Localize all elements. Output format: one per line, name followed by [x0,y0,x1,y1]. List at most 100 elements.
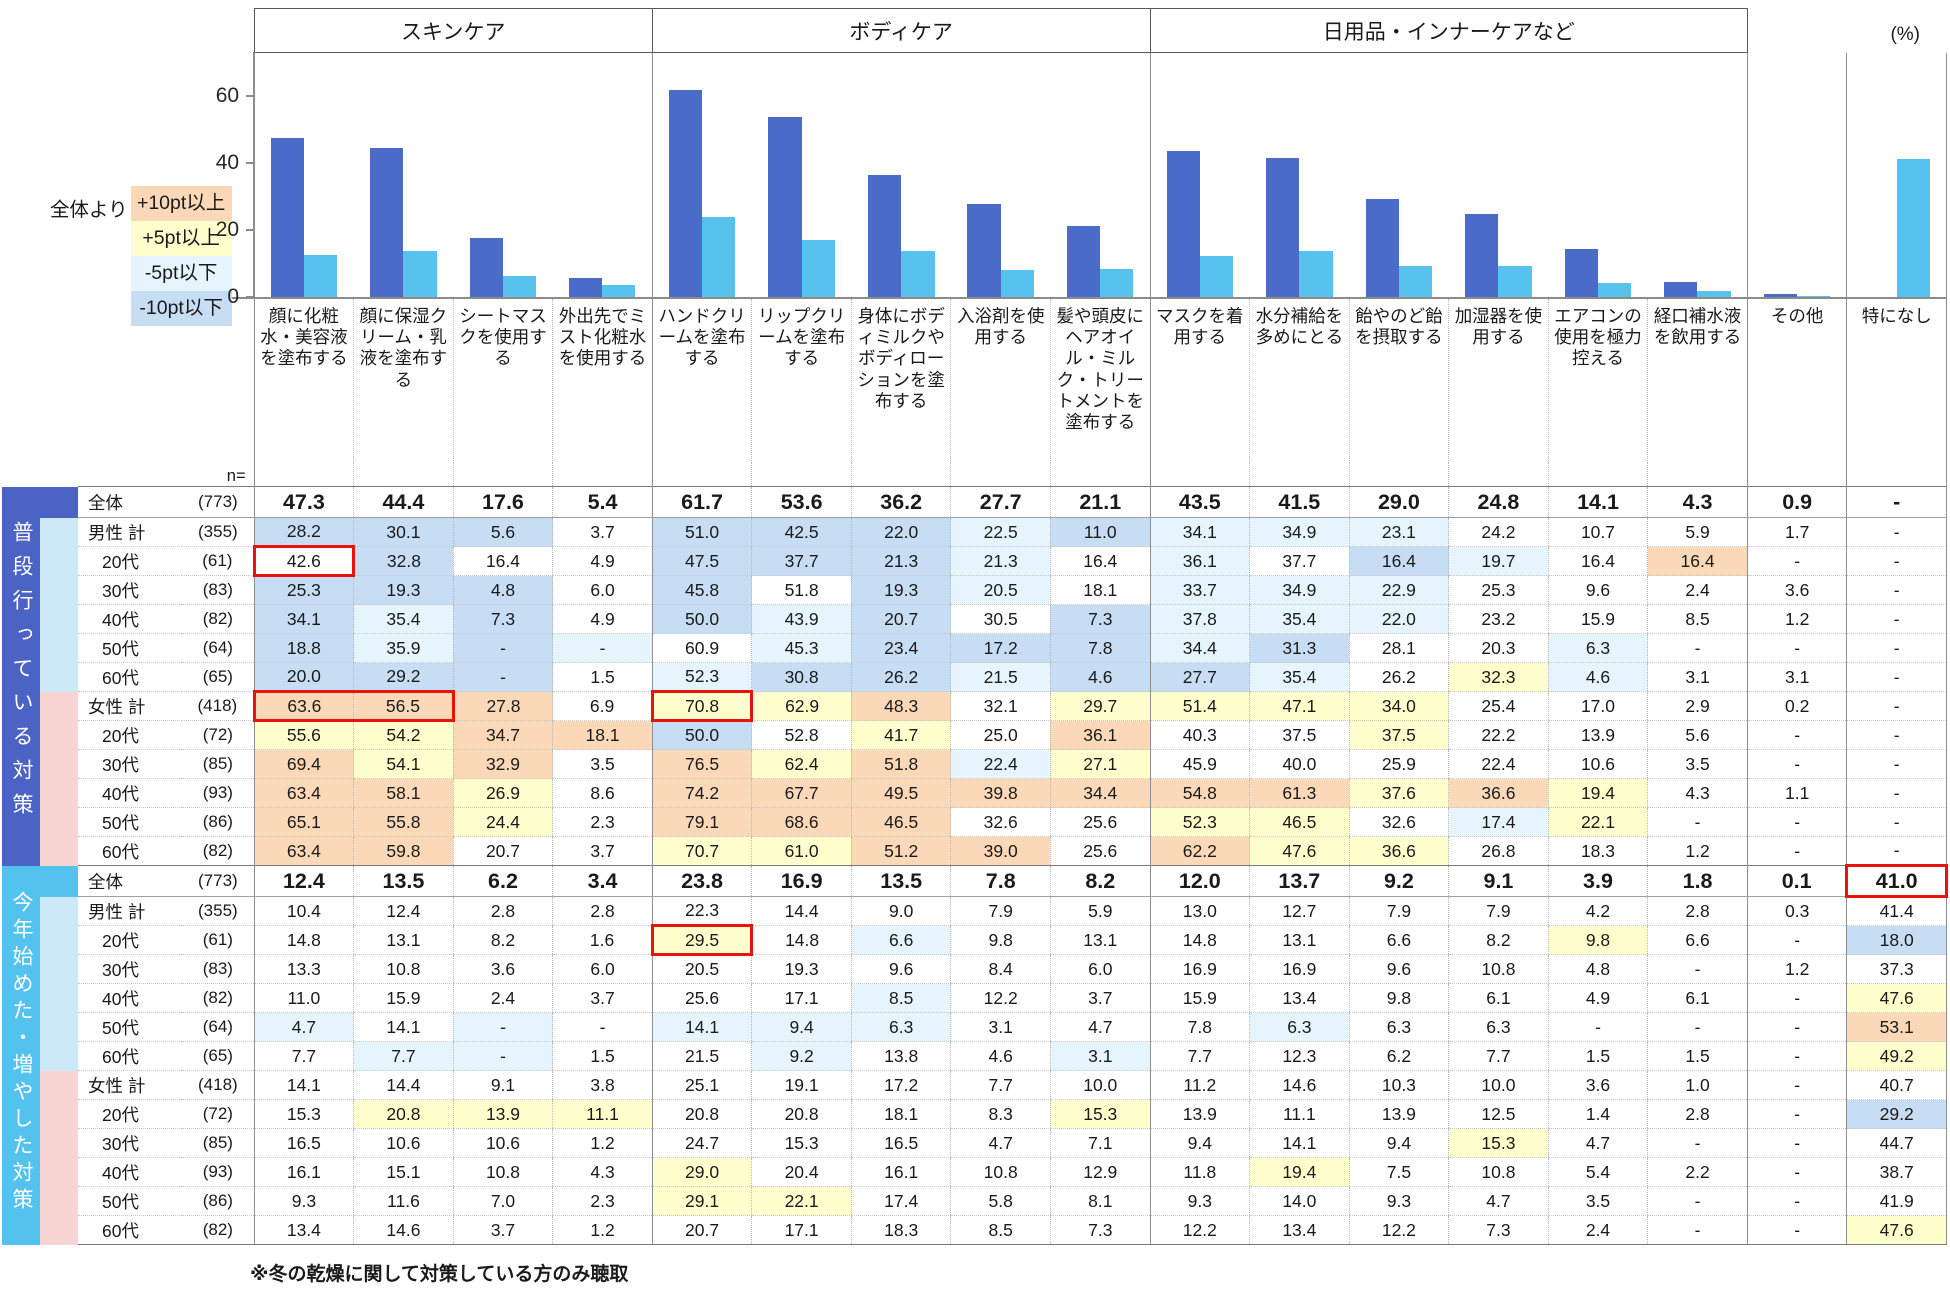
value-cell: 40.0 [1249,749,1350,779]
value-cell: 13.4 [253,1215,354,1245]
value-cell: 9.1 [1448,865,1549,897]
value-cell: 24.8 [1448,486,1549,518]
chart-column [353,52,454,299]
value-cell: 20.8 [353,1099,454,1129]
value-cell: 33.7 [1149,575,1250,605]
value-cell: - [552,1012,653,1042]
value-cell: - [1647,1128,1748,1158]
value-cell: 23.4 [850,633,951,663]
value-cell: 7.1 [1049,1128,1151,1158]
value-cell: 12.4 [253,865,354,897]
value-cell: 10.8 [353,954,454,984]
value-cell: 10.7 [1547,517,1648,547]
value-cell: 47.1 [1249,691,1350,721]
value-cell: 8.2 [452,925,553,955]
table-row: 30代 (85) 69.4 54.1 32.9 3.5 76.5 62.4 51.8 22.4 27… [2,749,1947,779]
value-cell: 19.4 [1249,1157,1350,1187]
bar-usual-measure [867,175,902,297]
row-label: 40代 [78,1157,183,1187]
value-cell: 8.3 [950,1099,1051,1129]
value-cell: - [1746,1186,1847,1216]
row-n: (64) [182,633,255,663]
group-header: スキンケア [253,8,653,53]
value-cell: 62.4 [751,749,852,779]
value-cell: 7.8 [1149,1012,1250,1042]
value-cell: - [1746,1215,1847,1245]
value-cell: 44.4 [353,486,454,518]
bar-pair [851,56,951,297]
value-cell: 51.8 [751,575,852,605]
value-cell: 20.7 [651,1215,752,1245]
value-cell: 9.8 [950,925,1051,955]
value-cell: - [1647,633,1748,663]
value-cell: 1.5 [1647,1041,1748,1071]
highlighted-value-cell: 63.6 [252,690,354,722]
value-cell: 42.5 [751,517,852,547]
value-cell: 1.2 [1647,836,1748,866]
value-cell: 32.9 [452,749,553,779]
column-header: リップクリームを塗布する [751,297,852,463]
value-cell: 45.9 [1149,749,1250,779]
value-cell: 3.7 [552,983,653,1013]
value-cell: 76.5 [651,749,752,779]
chart-column [1249,52,1350,299]
male-band [40,517,79,692]
value-cell: 4.7 [950,1128,1051,1158]
row-label: 60代 [78,662,183,692]
value-cell: - [1746,925,1847,955]
row-n: (61) [182,925,255,955]
value-cell: 14.0 [1249,1186,1350,1216]
chart-column [751,52,852,299]
value-cell: 14.4 [353,1070,454,1100]
value-cell: 18.1 [552,720,653,750]
column-header: マスクを着用する [1149,297,1250,463]
value-cell: 16.5 [850,1128,951,1158]
row-label: 40代 [78,604,183,634]
value-cell: 59.8 [353,836,454,866]
value-cell: 54.2 [353,720,454,750]
value-cell: 55.8 [353,807,454,837]
value-cell: 37.5 [1249,720,1350,750]
highlighted-value-cell: 42.6 [252,545,356,577]
bar-chart-row: 0 20 40 60 [2,52,1947,307]
table-row: 50代 (64) 4.7 14.1- -14.1 9.4 6.3 3.1 4.7 7.8 6.3 6.… [2,1012,1947,1042]
total-band [40,486,79,518]
value-cell: 17.6 [452,486,553,518]
value-cell: 4.8 [452,575,553,605]
value-cell: 6.2 [1348,1041,1449,1071]
value-cell: 11.1 [552,1099,653,1129]
bar-usual-measure [271,138,305,297]
value-cell: 15.3 [1448,1128,1549,1158]
value-cell: 34.1 [253,604,354,634]
value-cell: 49.2 [1846,1041,1947,1071]
value-cell: 10.3 [1348,1070,1449,1100]
row-label: 40代 [78,778,183,808]
value-cell: 9.3 [253,1186,354,1216]
bar-pair [1449,56,1549,297]
value-cell: - [452,633,553,663]
value-cell: 4.3 [1647,778,1748,808]
value-cell: - [1647,1186,1748,1216]
column-header: 身体にボディミルクやボディローションを塗布する [850,297,951,463]
table-row: 30代 (85) 16.5 10.6 10.6 1.2 24.7 15.3 16.5 4.7 7.1… [2,1128,1947,1158]
value-cell: 28.1 [1348,633,1449,663]
bar-started-this-year [502,275,537,297]
value-cell: 5.4 [552,486,653,518]
value-cell: 51.0 [651,517,752,547]
value-cell: 7.7 [253,1041,354,1071]
value-cell: 39.8 [950,778,1051,808]
value-cell: 1.7 [1746,517,1847,547]
value-cell: 5.8 [950,1186,1051,1216]
value-cell: 21.3 [950,546,1051,576]
row-label: 50代 [78,633,183,663]
value-cell: 70.7 [651,836,752,866]
value-cell: 47.6 [1846,1215,1947,1245]
table-row: 50代 (86) 65.1 55.8 24.4 2.3 79.1 68.6 46.5 32.6 25… [2,807,1947,837]
value-cell: 34.4 [1149,633,1250,663]
column-header: シートマスクを使用する [452,297,553,463]
row-n: (773) [182,486,255,518]
chart-column [254,52,354,299]
value-cell: 17.4 [1448,807,1549,837]
bar-pair [1151,56,1250,297]
